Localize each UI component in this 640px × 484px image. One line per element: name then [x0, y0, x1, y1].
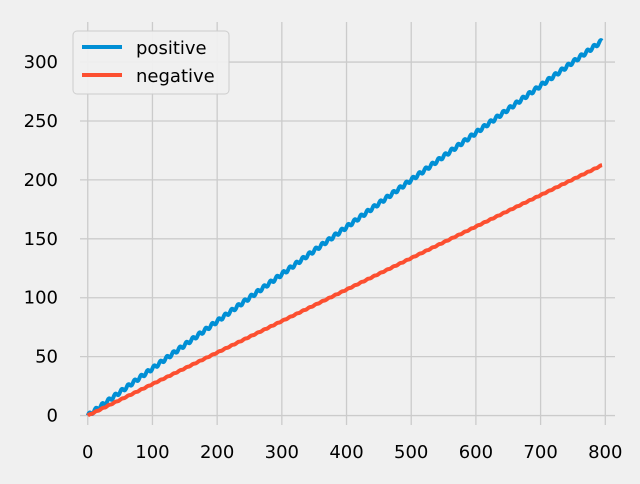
- x-tick-label: 100: [135, 442, 169, 463]
- y-tick-label: 50: [35, 347, 58, 368]
- y-axis-ticks: 0 50 100 150 200 250 300: [24, 52, 58, 427]
- legend: positive negative: [72, 30, 230, 95]
- x-tick-label: 800: [588, 442, 622, 463]
- x-tick-label: 0: [82, 442, 93, 463]
- x-tick-label: 600: [459, 442, 493, 463]
- y-tick-label: 250: [24, 111, 58, 132]
- y-tick-label: 300: [24, 52, 58, 73]
- y-tick-label: 0: [47, 406, 58, 427]
- y-tick-label: 200: [24, 170, 58, 191]
- x-tick-label: 500: [394, 442, 428, 463]
- x-tick-label: 700: [523, 442, 557, 463]
- x-tick-label: 200: [200, 442, 234, 463]
- series-lines: [85, 38, 604, 418]
- x-axis-ticks: 0 100 200 300 400 500 600 700 800: [82, 442, 622, 463]
- series-line-negative: [86, 163, 604, 418]
- y-tick-label: 150: [24, 229, 58, 250]
- legend-label-negative: negative: [136, 66, 215, 87]
- legend-label-positive: positive: [136, 38, 207, 59]
- x-tick-label: 400: [329, 442, 363, 463]
- y-tick-label: 100: [24, 288, 58, 309]
- x-tick-label: 300: [265, 442, 299, 463]
- series-line-positive: [85, 38, 604, 417]
